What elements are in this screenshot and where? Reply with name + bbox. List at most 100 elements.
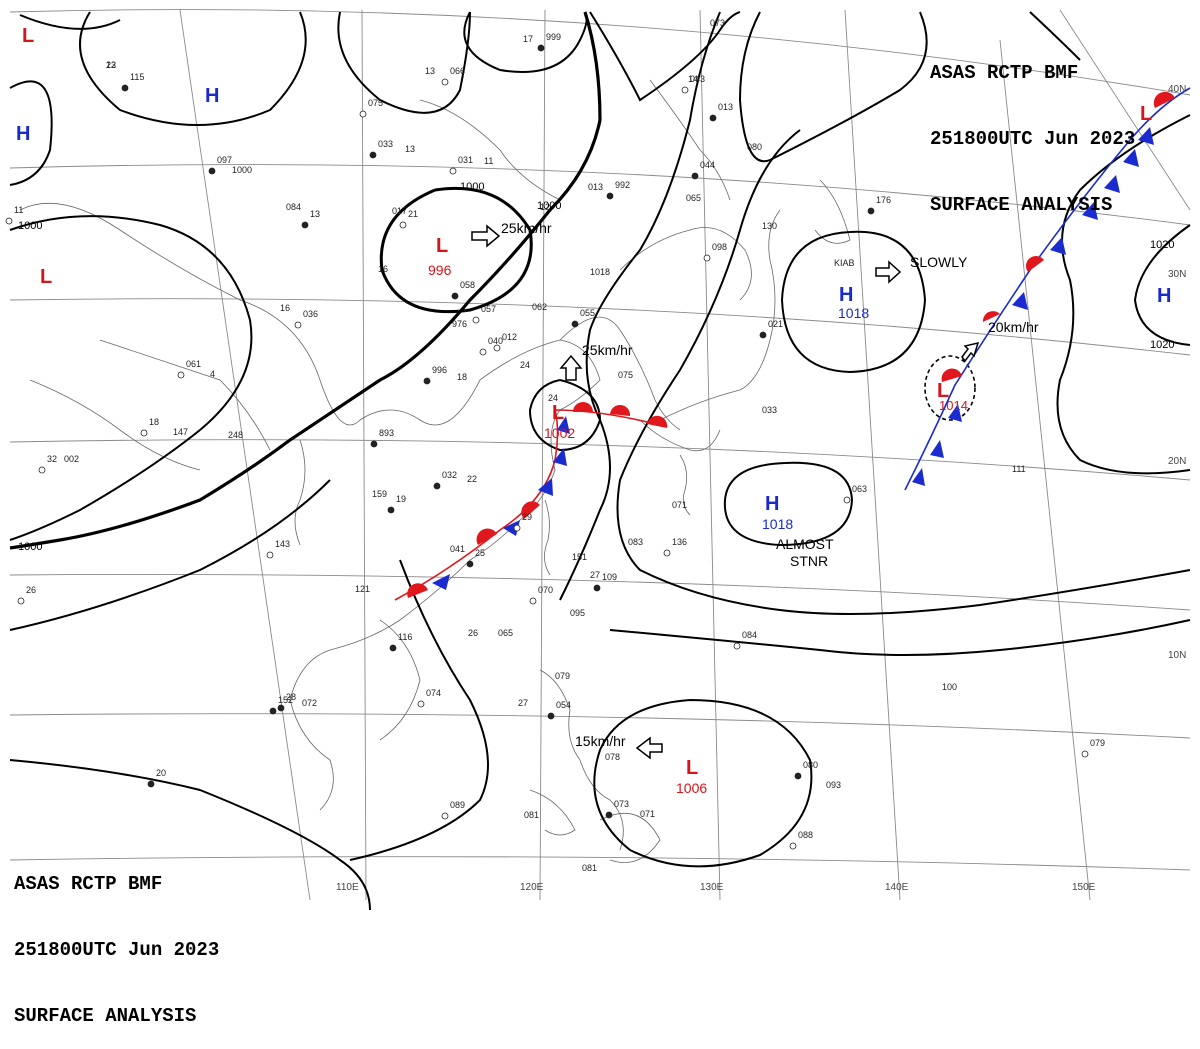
- station-value: 055: [580, 308, 595, 318]
- station-value: 017: [392, 206, 407, 216]
- station-value: 088: [798, 830, 813, 840]
- arrow-east-icon: [471, 224, 501, 248]
- station-value: 080: [803, 760, 818, 770]
- isobars: [9, 11, 1191, 911]
- movement-label: 25km/hr: [582, 342, 633, 358]
- lat-label: 20N: [1168, 456, 1186, 467]
- station-circle-icon: [17, 597, 25, 605]
- station-circle-icon: [529, 597, 537, 605]
- station-value: 147: [173, 427, 188, 437]
- station-circle-icon: [703, 254, 711, 262]
- station-circle-icon: [417, 700, 425, 708]
- movement-arrows: [471, 224, 980, 760]
- pressure-value: 1002: [544, 425, 575, 441]
- station-circle-icon: [387, 506, 395, 514]
- high-center: H: [765, 493, 779, 515]
- station-value: 071: [640, 809, 655, 819]
- station-circle-icon: [433, 482, 441, 490]
- station-circle-icon: [269, 707, 277, 715]
- station-value: 033: [378, 139, 393, 149]
- station-value: 13: [405, 144, 415, 154]
- station-value: 075: [368, 98, 383, 108]
- station-value: 074: [426, 688, 441, 698]
- station-circle-icon: [571, 320, 579, 328]
- station-value: 29: [522, 512, 532, 522]
- title-line-1: ASAS RCTP BMF: [930, 62, 1079, 84]
- station-value: 079: [555, 671, 570, 681]
- station-value: 151: [572, 552, 587, 562]
- station-value: 248: [228, 430, 243, 440]
- low-center: L: [436, 235, 448, 257]
- station-value: 058: [460, 280, 475, 290]
- station-value: 26: [26, 585, 36, 595]
- station-circle-icon: [547, 712, 555, 720]
- graticule: [9, 9, 1191, 901]
- movement-label: 20km/hr: [988, 319, 1039, 335]
- title-line-1: ASAS RCTP BMF: [14, 873, 163, 895]
- station-circle-icon: [5, 217, 13, 225]
- station-value: 002: [64, 454, 79, 464]
- low-center: L: [937, 380, 949, 402]
- station-value: 20: [156, 768, 166, 778]
- station-value: 032: [442, 470, 457, 480]
- station-value: 072: [302, 698, 317, 708]
- pressure-value: 1006: [676, 780, 707, 796]
- high-center: H: [205, 85, 219, 107]
- station-value: 084: [742, 630, 757, 640]
- arrow-north-icon: [559, 354, 583, 381]
- station-circle-icon: [38, 466, 46, 474]
- pressure-value: 1018: [838, 305, 869, 321]
- low-center: L: [40, 266, 52, 288]
- station-value: 24: [520, 360, 530, 370]
- station-value: 081: [524, 810, 539, 820]
- station-value: 13: [425, 66, 435, 76]
- station-value: 071: [672, 500, 687, 510]
- station-value: 044: [700, 160, 715, 170]
- station-value: 12: [106, 60, 116, 70]
- station-value: 16: [280, 303, 290, 313]
- title-line-3: SURFACE ANALYSIS: [930, 194, 1113, 216]
- station-value: 073: [614, 799, 629, 809]
- chart-title-top: ASAS RCTP BMF 251800UTC Jun 2023 SURFACE…: [930, 18, 1135, 238]
- station-circle-icon: [359, 110, 367, 118]
- station-circle-icon: [794, 772, 802, 780]
- high-center: H: [839, 284, 853, 306]
- station-circle-icon: [493, 344, 501, 352]
- station-id-label: KIAB: [834, 258, 855, 268]
- station-circle-icon: [472, 316, 480, 324]
- station-circle-icon: [663, 549, 671, 557]
- station-value: 12: [540, 202, 550, 212]
- station-value: 121: [355, 584, 370, 594]
- station-circle-icon: [277, 704, 285, 712]
- station-circle-icon: [605, 811, 613, 819]
- station-value: 13: [310, 209, 320, 219]
- high-center: H: [16, 123, 30, 145]
- station-circle-icon: [370, 440, 378, 448]
- station-value: 057: [481, 304, 496, 314]
- station-value: 065: [498, 628, 513, 638]
- station-circle-icon: [369, 151, 377, 159]
- station-circle-icon: [593, 584, 601, 592]
- station-value: 11: [484, 156, 493, 166]
- stnr-label: STNR: [790, 553, 828, 569]
- station-value: 1018: [590, 267, 610, 277]
- station-circle-icon: [423, 377, 431, 385]
- station-value: 24: [548, 393, 558, 403]
- station-value: 116: [398, 632, 412, 642]
- station-circle-icon: [441, 812, 449, 820]
- station-value: 012: [502, 332, 517, 342]
- lon-label: 130E: [700, 882, 724, 893]
- lat-label: 10N: [1168, 650, 1186, 661]
- station-value: 065: [686, 193, 701, 203]
- station-value: 21: [408, 209, 418, 219]
- movement-labels: 25km/hr 25km/hr 20km/hr 15km/hr SLOWLY A…: [501, 220, 1039, 749]
- station-value: 075: [618, 370, 633, 380]
- station-value: 18: [457, 372, 467, 382]
- station-value: 098: [712, 242, 727, 252]
- station-value: 013: [718, 102, 733, 112]
- station-circle-icon: [867, 207, 875, 215]
- station-circle-icon: [121, 84, 129, 92]
- almost-label: ALMOST: [776, 536, 834, 552]
- station-value: 26: [468, 628, 478, 638]
